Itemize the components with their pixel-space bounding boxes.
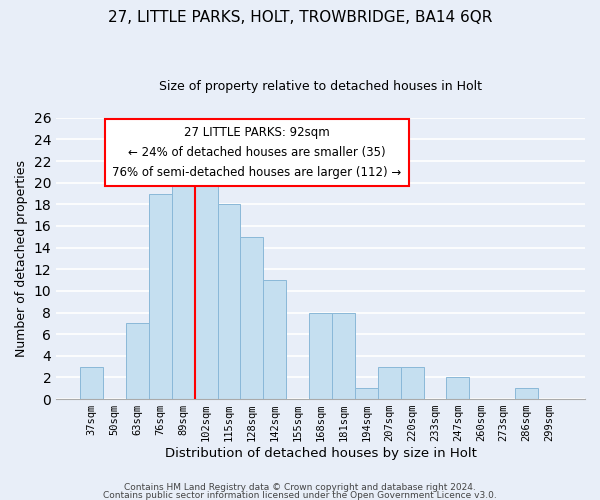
Bar bbox=[149, 194, 172, 399]
Bar bbox=[241, 237, 263, 399]
Text: Contains public sector information licensed under the Open Government Licence v3: Contains public sector information licen… bbox=[103, 490, 497, 500]
Y-axis label: Number of detached properties: Number of detached properties bbox=[15, 160, 28, 357]
Bar bbox=[355, 388, 378, 399]
Bar bbox=[194, 161, 218, 399]
X-axis label: Distribution of detached houses by size in Holt: Distribution of detached houses by size … bbox=[164, 447, 476, 460]
Text: Contains HM Land Registry data © Crown copyright and database right 2024.: Contains HM Land Registry data © Crown c… bbox=[124, 484, 476, 492]
Bar bbox=[309, 312, 332, 399]
Text: 27 LITTLE PARKS: 92sqm
← 24% of detached houses are smaller (35)
76% of semi-det: 27 LITTLE PARKS: 92sqm ← 24% of detached… bbox=[112, 126, 402, 179]
Title: Size of property relative to detached houses in Holt: Size of property relative to detached ho… bbox=[159, 80, 482, 93]
Bar bbox=[172, 182, 194, 399]
Bar bbox=[515, 388, 538, 399]
Bar bbox=[126, 324, 149, 399]
Bar bbox=[80, 366, 103, 399]
Text: 27, LITTLE PARKS, HOLT, TROWBRIDGE, BA14 6QR: 27, LITTLE PARKS, HOLT, TROWBRIDGE, BA14… bbox=[108, 10, 492, 25]
Bar bbox=[446, 378, 469, 399]
Bar bbox=[218, 204, 241, 399]
Bar bbox=[332, 312, 355, 399]
Bar bbox=[401, 366, 424, 399]
Bar bbox=[263, 280, 286, 399]
Bar bbox=[378, 366, 401, 399]
